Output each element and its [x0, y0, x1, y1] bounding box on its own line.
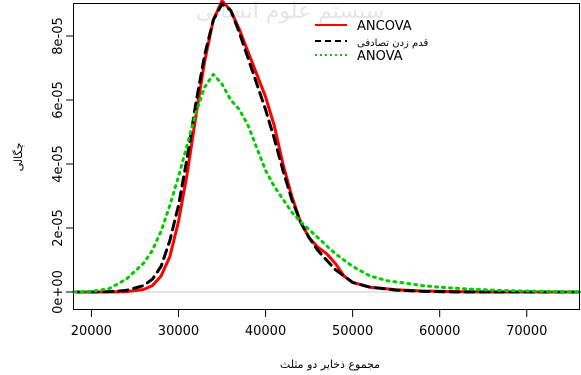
y-tick-label: 4e-05 [51, 145, 66, 183]
x-tick-label: 30000 [158, 324, 199, 339]
plot-box [73, 3, 580, 310]
y-axis: 0e+00 2e-05 4e-05 6e-05 8e-05 [51, 17, 74, 314]
x-tick-label: 40000 [245, 324, 286, 339]
series-layer [72, 0, 581, 294]
series-line-3 [72, 72, 581, 294]
y-tick-label: 8e-05 [51, 17, 66, 55]
x-tick-label: 60000 [419, 324, 460, 339]
x-tick-label: 50000 [332, 324, 373, 339]
x-axis-label: مجموع ذخایر دو مثلث [280, 358, 380, 371]
y-axis-label: چگالی [12, 143, 25, 172]
y-tick-label: 0e+00 [51, 270, 66, 314]
y-tick-label: 2e-05 [51, 209, 66, 247]
series-line-1 [72, 0, 581, 294]
x-tick-label: 70000 [506, 324, 547, 339]
y-tick-label: 6e-05 [51, 81, 66, 119]
legend-label-2: قدم زدن تصادفی [357, 38, 428, 49]
legend-label-3: ANOVA [357, 49, 403, 64]
series-line-2 [72, 2, 581, 294]
legend-label-1: ANCOVA [357, 19, 412, 34]
x-tick-label: 20000 [71, 324, 112, 339]
x-axis: 20000 30000 40000 50000 60000 70000 [71, 309, 547, 339]
